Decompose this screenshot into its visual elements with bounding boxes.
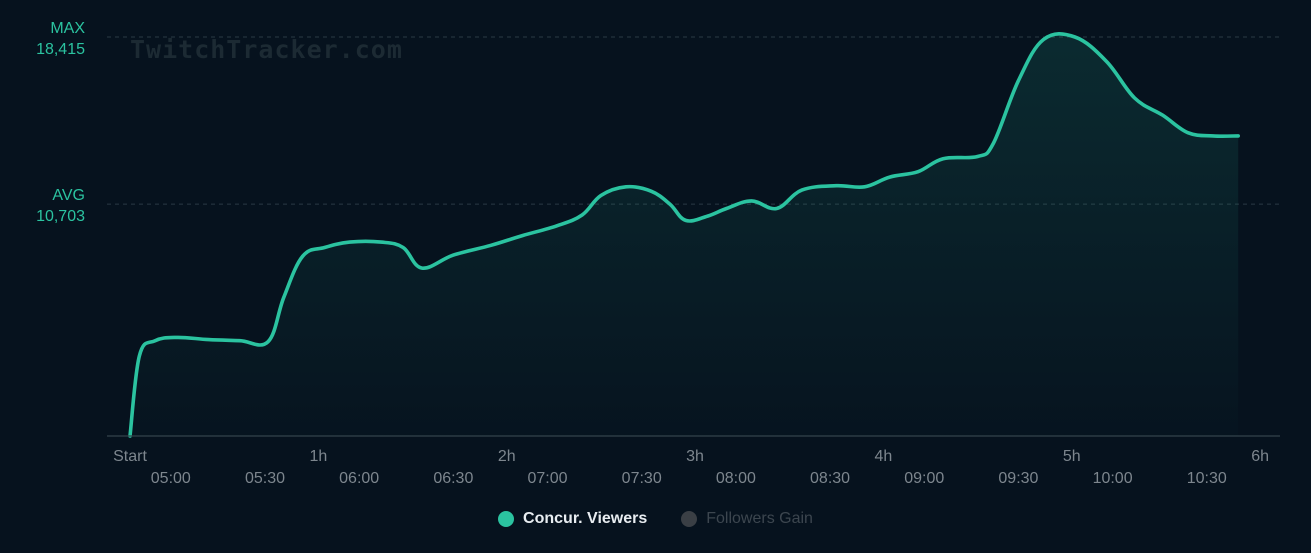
viewers-point[interactable] <box>420 266 424 270</box>
viewers-point[interactable] <box>916 170 920 174</box>
viewers-point[interactable] <box>153 339 157 343</box>
viewers-point[interactable] <box>1236 134 1240 138</box>
viewers-point[interactable] <box>649 189 653 193</box>
legend-label-followers-gain: Followers Gain <box>706 510 813 527</box>
avg-value: 10,703 <box>36 208 85 225</box>
x-tick-elapsed: Start <box>113 448 147 465</box>
x-tick-elapsed: 5h <box>1063 448 1081 465</box>
viewers-point[interactable] <box>1073 35 1077 39</box>
viewers-point[interactable] <box>401 245 405 249</box>
viewers-point[interactable] <box>724 206 728 210</box>
viewers-point[interactable] <box>624 185 628 189</box>
legend-item-concur-viewers[interactable]: Concur. Viewers <box>498 510 647 528</box>
viewers-point[interactable] <box>1104 59 1108 63</box>
x-tick-clock: 07:00 <box>528 470 568 487</box>
viewers-point[interactable] <box>175 335 179 339</box>
x-tick-elapsed: 3h <box>686 448 704 465</box>
avg-label: AVG <box>52 187 85 204</box>
viewers-point[interactable] <box>520 234 524 238</box>
viewers-point[interactable] <box>1133 96 1137 100</box>
viewers-point[interactable] <box>599 193 603 197</box>
x-tick-clock: 07:30 <box>622 470 662 487</box>
x-tick-elapsed: 6h <box>1251 448 1269 465</box>
viewers-point[interactable] <box>555 224 559 228</box>
legend-item-followers-gain[interactable]: Followers Gain <box>681 510 813 528</box>
viewers-point[interactable] <box>206 338 210 342</box>
viewers-line <box>128 32 1240 438</box>
viewers-point[interactable] <box>348 240 352 244</box>
x-tick-elapsed: 4h <box>875 448 893 465</box>
viewers-point[interactable] <box>301 254 305 258</box>
x-tick-elapsed: 1h <box>309 448 327 465</box>
viewers-point[interactable] <box>1042 37 1046 41</box>
legend-dot-concur-viewers <box>498 511 515 527</box>
viewers-point[interactable] <box>238 339 242 343</box>
viewers-point[interactable] <box>1211 134 1215 138</box>
viewers-point[interactable] <box>137 354 141 358</box>
viewers-point[interactable] <box>706 214 710 218</box>
x-tick-clock: 08:30 <box>810 470 850 487</box>
viewers-point[interactable] <box>489 243 493 247</box>
x-tick-clock: 10:30 <box>1187 470 1227 487</box>
viewers-point[interactable] <box>888 175 892 179</box>
viewers-point[interactable] <box>941 157 945 161</box>
viewers-point[interactable] <box>1016 79 1020 83</box>
viewers-point[interactable] <box>684 218 688 222</box>
watermark: TwitchTracker.com <box>130 35 403 64</box>
viewers-point[interactable] <box>800 188 804 192</box>
viewers-point[interactable] <box>323 245 327 249</box>
viewers-point[interactable] <box>1186 131 1190 135</box>
viewers-point[interactable] <box>451 253 455 257</box>
viewers-point[interactable] <box>976 154 980 158</box>
viewers-point[interactable] <box>991 141 995 145</box>
viewers-point[interactable] <box>775 206 779 210</box>
x-tick-clock: 06:00 <box>339 470 379 487</box>
legend-dot-followers-gain <box>681 511 698 527</box>
chart-legend: Concur. Viewers Followers Gain <box>0 510 1311 528</box>
viewers-point[interactable] <box>668 202 672 206</box>
x-tick-clock: 09:30 <box>998 470 1038 487</box>
chart-canvas: TwitchTracker.com MAX 18,415 AVG 10,703 Sta… <box>36 20 1280 487</box>
viewers-point[interactable] <box>282 295 286 299</box>
x-tick-clock: 08:00 <box>716 470 756 487</box>
viewers-point[interactable] <box>834 184 838 188</box>
x-tick-clock: 10:00 <box>1093 470 1133 487</box>
viewers-point[interactable] <box>379 240 383 244</box>
viewers-point[interactable] <box>580 213 584 217</box>
viewers-point[interactable] <box>863 185 867 189</box>
legend-label-concur-viewers: Concur. Viewers <box>523 510 648 527</box>
viewers-point[interactable] <box>750 199 754 203</box>
max-value: 18,415 <box>36 41 85 58</box>
x-tick-clock: 05:30 <box>245 470 285 487</box>
x-tick-elapsed: 2h <box>498 448 516 465</box>
max-label: MAX <box>50 20 85 37</box>
viewers-area-fill <box>130 33 1239 436</box>
x-tick-clock: 05:00 <box>151 470 191 487</box>
viewers-point[interactable] <box>266 340 270 344</box>
x-tick-clock: 06:30 <box>433 470 473 487</box>
x-tick-clock: 09:00 <box>904 470 944 487</box>
viewers-point[interactable] <box>1161 113 1165 117</box>
